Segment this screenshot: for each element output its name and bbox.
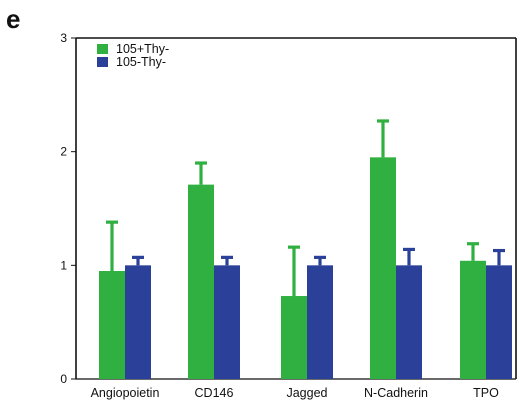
legend-label-2: 105-Thy- xyxy=(116,55,166,69)
bar-1-n-cadherin xyxy=(370,157,396,379)
bar-2-n-cadherin xyxy=(396,265,422,379)
bar-2-cd146 xyxy=(214,265,240,379)
bar-1-jagged xyxy=(281,296,307,379)
y-tick-label-2: 2 xyxy=(60,145,67,159)
y-tick-label-3: 3 xyxy=(60,31,67,45)
x-tick-label-1: CD146 xyxy=(195,386,234,400)
chart-legend: 105+Thy-105-Thy- xyxy=(97,42,169,69)
legend-label-1: 105+Thy- xyxy=(116,42,169,56)
bar-1-cd146 xyxy=(188,184,214,379)
chart-bars xyxy=(99,119,512,379)
x-tick-label-3: N-Cadherin xyxy=(364,386,428,400)
bar-1-tpo xyxy=(460,260,486,379)
x-tick-label-4: TPO xyxy=(473,386,499,400)
x-tick-label-2: Jagged xyxy=(286,386,327,400)
bar-1-angiopoietin xyxy=(99,271,125,379)
y-tick-label-1: 1 xyxy=(60,258,67,272)
legend-swatch-2 xyxy=(97,57,108,67)
y-tick-label-0: 0 xyxy=(60,372,67,386)
bar-2-tpo xyxy=(486,265,512,379)
bar-2-angiopoietin xyxy=(125,265,151,379)
panel-label: e xyxy=(6,4,21,34)
legend-swatch-1 xyxy=(97,44,108,54)
bar-2-jagged xyxy=(307,265,333,379)
x-tick-label-0: Angiopoietin xyxy=(91,386,160,400)
